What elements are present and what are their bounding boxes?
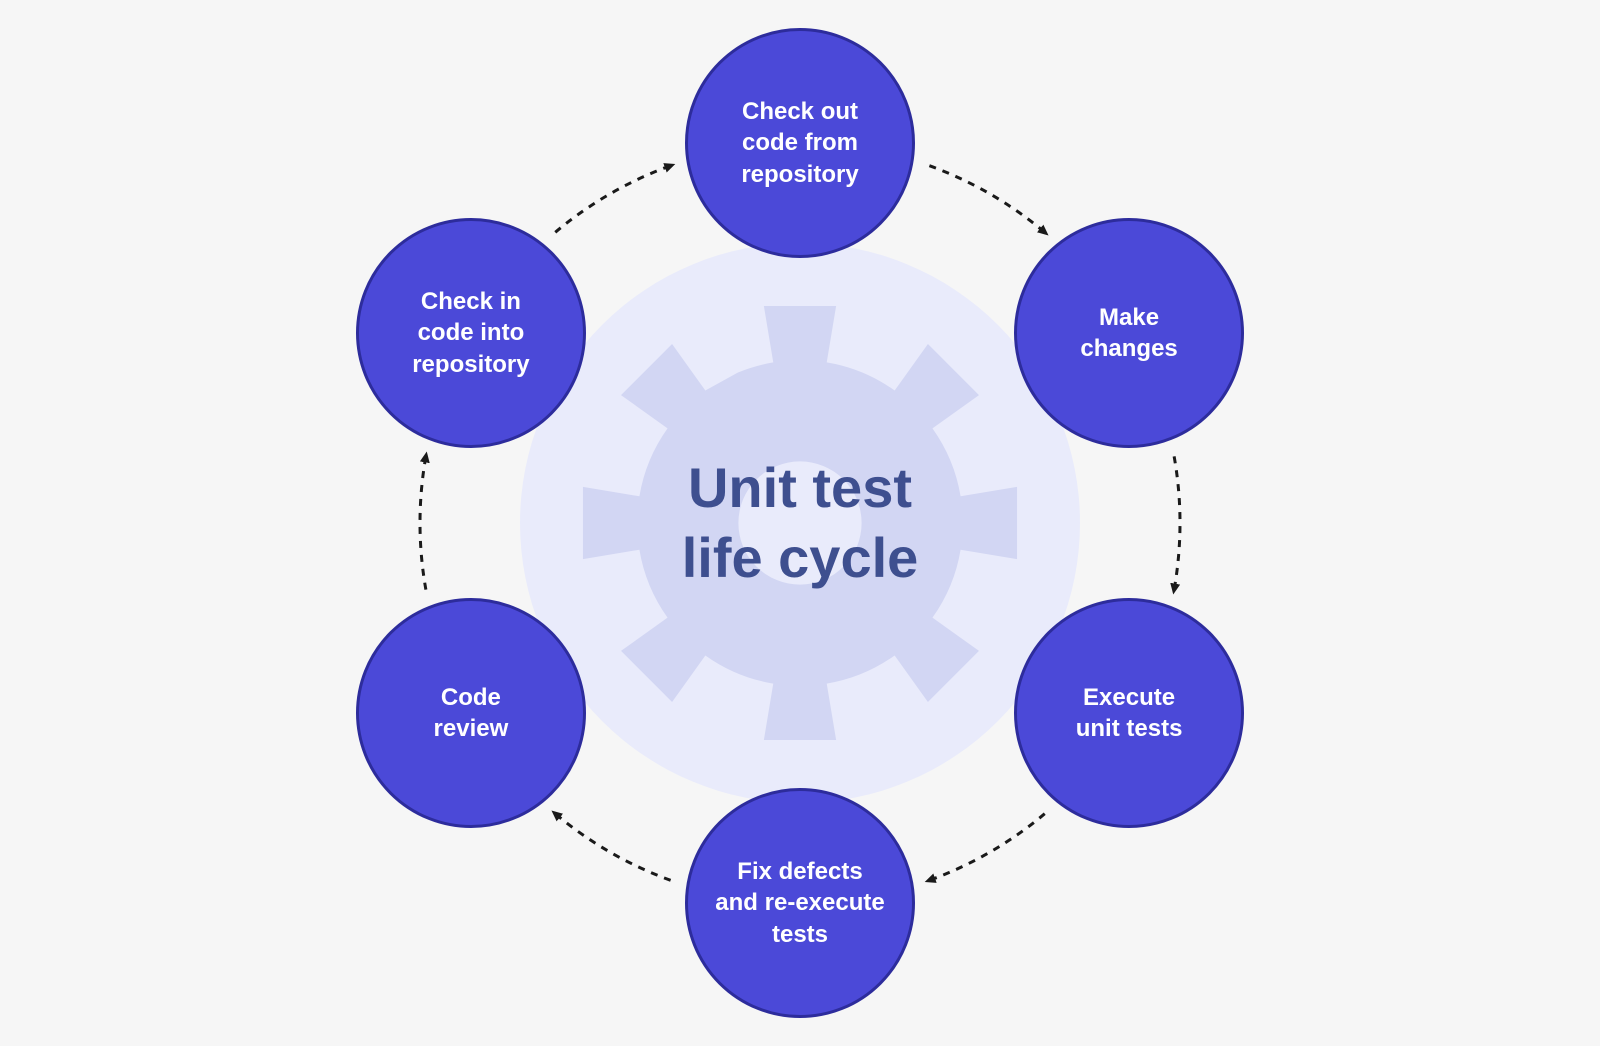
cycle-arrow [555,166,670,233]
cycle-node: Check out code from repository [685,28,915,258]
cycle-node: Check in code into repository [356,218,586,448]
cycle-node: Execute unit tests [1014,598,1244,828]
cycle-diagram: Unit test life cycle Check out code from… [300,23,1300,1023]
cycle-arrow [929,166,1044,233]
cycle-node: Make changes [1014,218,1244,448]
cycle-arrow [929,814,1044,881]
cycle-arrow [420,456,426,589]
cycle-node: Code review [356,598,586,828]
diagram-title: Unit test life cycle [682,453,919,593]
cycle-arrow [555,814,670,881]
cycle-arrow [1174,456,1180,589]
cycle-node: Fix defects and re-execute tests [685,788,915,1018]
